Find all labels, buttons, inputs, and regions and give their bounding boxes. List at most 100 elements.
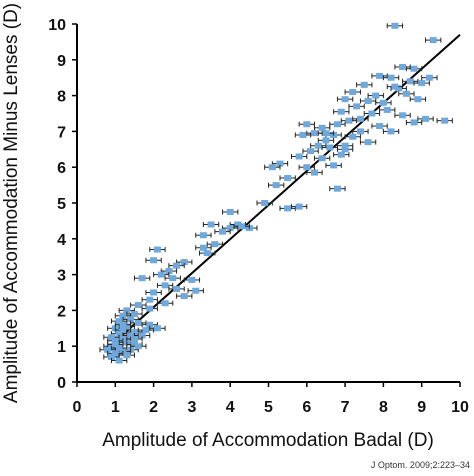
point-marker — [333, 185, 341, 192]
data-point — [290, 153, 308, 160]
data-point — [352, 128, 369, 135]
y-tick-label: 7 — [57, 124, 66, 141]
data-point — [195, 244, 212, 251]
point-marker — [161, 282, 169, 289]
data-point — [256, 200, 273, 206]
point-marker — [180, 259, 188, 266]
point-marker — [226, 225, 234, 232]
data-point — [130, 343, 147, 350]
point-marker — [379, 99, 387, 106]
data-point — [405, 119, 423, 126]
y-tick-label: 8 — [57, 89, 66, 106]
point-marker — [111, 350, 119, 357]
point-marker — [146, 305, 154, 312]
point-marker — [310, 130, 318, 137]
data-point — [290, 203, 308, 210]
data-point — [371, 123, 388, 130]
point-marker — [326, 144, 334, 151]
data-point — [340, 117, 358, 124]
point-marker — [364, 139, 372, 146]
point-marker — [119, 321, 127, 328]
y-tick-label: 2 — [57, 303, 66, 320]
data-point — [425, 37, 442, 44]
point-marker — [299, 131, 307, 138]
point-marker — [429, 37, 437, 44]
data-point — [199, 250, 216, 257]
point-marker — [173, 285, 181, 292]
data-point — [214, 228, 231, 235]
point-marker — [376, 72, 384, 79]
point-marker — [226, 208, 234, 215]
point-marker — [119, 327, 127, 334]
point-marker — [295, 153, 303, 160]
data-point — [306, 169, 323, 176]
data-point — [202, 221, 220, 228]
data-point — [126, 310, 143, 317]
point-marker — [150, 257, 158, 264]
point-marker — [349, 89, 357, 96]
x-axis-label: Amplitude of Accommodation Badal (D) — [102, 430, 434, 451]
y-tick-label: 3 — [57, 268, 66, 285]
point-marker — [203, 250, 211, 257]
data-point — [114, 321, 132, 328]
point-marker — [391, 83, 399, 90]
point-marker — [146, 321, 154, 328]
point-marker — [387, 74, 395, 81]
point-marker — [322, 137, 330, 144]
data-point — [313, 124, 331, 131]
data-point — [317, 130, 335, 137]
point-marker — [268, 164, 276, 171]
data-point — [126, 336, 143, 343]
data-point — [382, 74, 400, 81]
data-point — [394, 112, 411, 119]
point-marker — [391, 22, 399, 29]
data-point — [164, 275, 181, 282]
point-marker — [399, 112, 407, 119]
data-point — [130, 302, 147, 309]
point-marker — [146, 296, 154, 303]
data-point — [176, 293, 193, 300]
point-marker — [107, 334, 115, 341]
y-tick-label: 5 — [57, 196, 66, 213]
data-point — [359, 97, 377, 104]
data-point — [394, 63, 411, 70]
x-tick-label: 7 — [341, 399, 350, 416]
point-marker — [310, 169, 318, 176]
data-point — [363, 110, 381, 117]
point-marker — [337, 151, 345, 158]
point-marker — [234, 221, 242, 228]
point-marker — [130, 328, 138, 335]
x-tick-label: 4 — [226, 399, 235, 416]
data-point — [149, 246, 166, 253]
data-point — [313, 155, 331, 162]
point-marker — [418, 80, 426, 87]
point-marker — [111, 337, 119, 344]
point-marker — [261, 200, 269, 206]
point-marker — [284, 205, 292, 212]
data-point — [222, 208, 239, 215]
data-point — [153, 271, 170, 278]
point-marker — [188, 276, 196, 283]
data-point — [379, 106, 396, 113]
data-point — [133, 275, 151, 282]
data-point — [298, 164, 315, 171]
point-marker — [349, 133, 357, 140]
point-marker — [303, 164, 311, 171]
point-marker — [127, 332, 135, 339]
point-marker — [123, 352, 131, 359]
data-point — [317, 137, 335, 144]
point-marker — [383, 106, 391, 113]
point-marker — [199, 244, 207, 251]
point-marker — [295, 203, 303, 210]
data-point — [110, 318, 128, 325]
point-marker — [115, 318, 123, 325]
data-point — [398, 90, 415, 97]
point-marker — [134, 302, 142, 309]
data-point — [141, 305, 158, 312]
point-marker — [134, 319, 142, 326]
point-marker — [318, 124, 326, 131]
point-marker — [111, 341, 119, 348]
point-marker — [199, 232, 207, 239]
data-point — [367, 92, 384, 99]
